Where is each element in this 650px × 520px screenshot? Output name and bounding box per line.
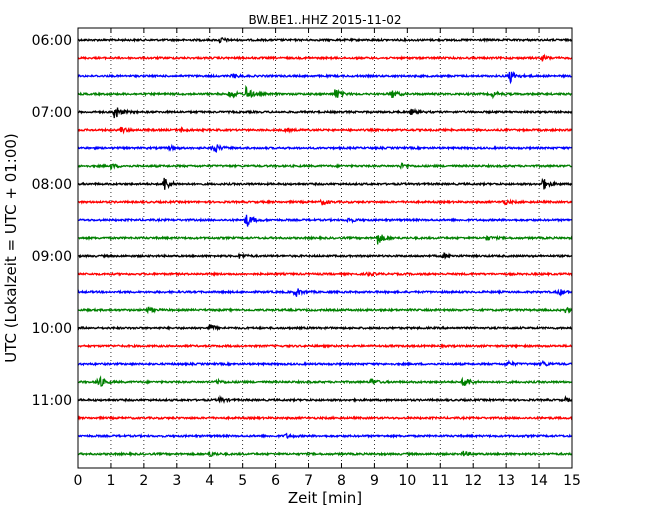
trace-0900	[77, 252, 573, 260]
x-tick-label: 7	[304, 473, 313, 489]
x-tick-label: 5	[238, 473, 247, 489]
y-tick-label: 10:00	[32, 321, 72, 337]
trace-0645	[77, 84, 573, 100]
trace-0945	[77, 306, 573, 315]
trace-0600	[77, 36, 573, 44]
traces	[77, 36, 573, 458]
x-tick-label: 4	[205, 473, 214, 489]
y-axis-label: UTC (Lokalzeit = UTC + 01:00)	[2, 133, 20, 363]
x-tick-label: 15	[563, 473, 581, 489]
trace-0730	[77, 143, 573, 153]
trace-1115	[77, 415, 573, 421]
grid-lines	[110, 28, 540, 468]
x-tick-label: 13	[497, 473, 515, 489]
trace-0800	[77, 177, 573, 190]
x-tick-label: 6	[271, 473, 280, 489]
trace-0715	[77, 126, 573, 135]
y-tick-label: 09:00	[32, 249, 72, 265]
x-tick-label: 0	[74, 473, 83, 489]
ticks: 0 1 2 3 4 5 6 7 8 9 10 11 12 13 14 1506:0007:0008:0009:…	[32, 28, 581, 489]
trace-1030	[77, 359, 573, 368]
y-tick-label: 08:00	[32, 177, 72, 193]
trace-1000	[77, 323, 573, 332]
trace-1145	[77, 450, 573, 458]
x-tick-label: 12	[464, 473, 482, 489]
trace-1045	[77, 375, 573, 387]
trace-0915	[77, 270, 573, 277]
trace-1130	[77, 432, 573, 440]
x-tick-label: 14	[530, 473, 548, 489]
x-axis-label: Zeit [min]	[288, 489, 362, 507]
trace-0745	[77, 162, 573, 171]
trace-1015	[77, 343, 573, 349]
trace-0845	[77, 234, 573, 245]
x-tick-label: 1	[106, 473, 115, 489]
trace-0630	[77, 71, 573, 85]
y-tick-label: 07:00	[32, 105, 72, 121]
y-tick-label: 11:00	[32, 393, 72, 409]
x-tick-label: 10	[398, 473, 416, 489]
x-tick-label: 2	[139, 473, 148, 489]
axes-frame	[77, 27, 573, 469]
y-tick-label: 06:00	[32, 33, 72, 49]
trace-1100	[77, 394, 573, 404]
x-tick-label: 9	[370, 473, 379, 489]
chart-title: BW.BE1..HHZ 2015-11-02	[248, 13, 401, 27]
trace-0615	[77, 53, 573, 62]
trace-0830	[77, 214, 573, 227]
x-tick-label: 11	[431, 473, 449, 489]
x-tick-label: 8	[337, 473, 346, 489]
trace-0700	[77, 107, 573, 119]
x-tick-label: 3	[172, 473, 181, 489]
trace-0815	[77, 198, 573, 206]
trace-0930	[77, 288, 573, 297]
